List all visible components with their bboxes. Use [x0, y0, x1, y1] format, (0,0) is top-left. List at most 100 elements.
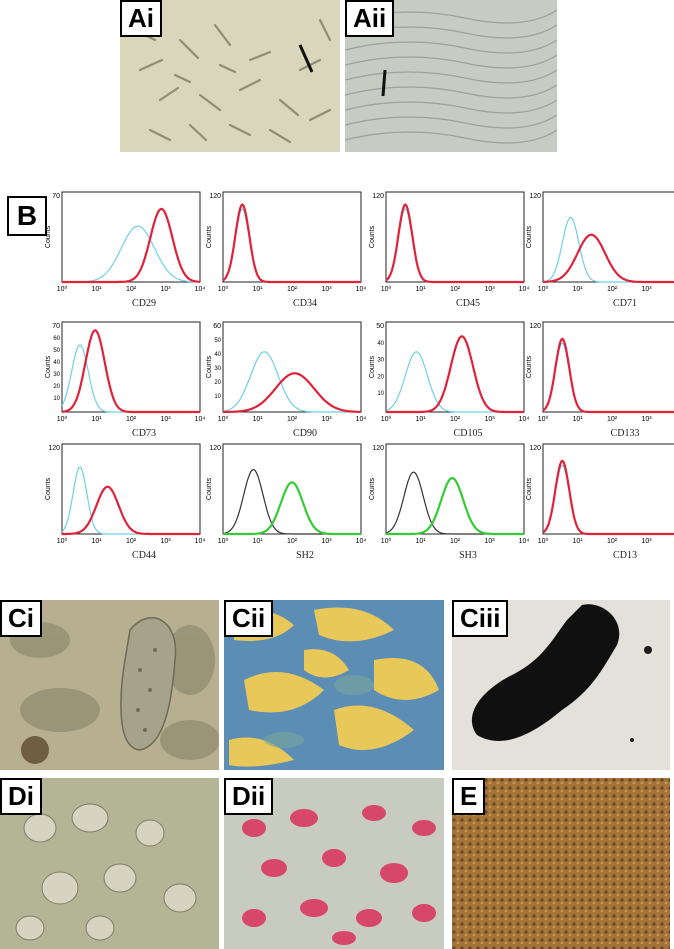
marker-curve	[62, 485, 200, 536]
histogram-cd73: Counts 70 60 50 40 30 20 10 10⁰ 10¹ 10² 10³ 10⁴ CD73	[42, 318, 206, 444]
y-max-tick: 70	[52, 323, 60, 330]
histogram-frame	[61, 443, 201, 535]
marker-curve	[542, 459, 674, 536]
x-tick: 10¹	[252, 538, 263, 545]
histogram-label: CD34	[293, 298, 317, 309]
histogram-cd90: Counts 60 50 40 30 20 10 10⁰ 10¹ 10² 10³ 10⁴ CD90	[203, 318, 367, 444]
x-tick: 10⁰	[218, 537, 229, 545]
x-tick: 10¹	[415, 538, 426, 545]
y-tick: 40	[214, 352, 221, 358]
marker-curve	[61, 329, 200, 414]
histogram-label: CD73	[132, 428, 156, 439]
y-max-tick: 120	[209, 445, 221, 452]
histogram-label: CD44	[132, 550, 156, 561]
histogram-cd29: Counts 70 10⁰ 10¹ 10² 10³ 10⁴ CD29	[42, 188, 206, 314]
x-tick: 10²	[287, 538, 298, 545]
y-axis-label: Counts	[369, 477, 376, 500]
y-tick: 30	[377, 358, 384, 364]
x-tick: 10⁰	[57, 415, 68, 423]
histogram-label: CD71	[613, 298, 637, 309]
x-tick: 10⁰	[218, 415, 229, 423]
marker-curve	[385, 203, 524, 284]
y-max-tick: 60	[213, 323, 221, 330]
x-tick: 10²	[126, 286, 137, 293]
y-axis-label: Counts	[526, 355, 533, 378]
x-tick: 10⁴	[195, 538, 206, 545]
x-tick: 10²	[450, 416, 461, 423]
histogram-frame	[222, 191, 362, 283]
y-tick: 10	[53, 396, 60, 402]
y-axis-label: Counts	[45, 355, 52, 378]
y-axis-label: Counts	[206, 225, 213, 248]
x-tick: 10¹	[252, 286, 263, 293]
panel-label-b: B	[7, 196, 47, 236]
x-tick: 10³	[321, 538, 332, 545]
histogram-label: CD45	[456, 298, 480, 309]
marker-curve	[223, 372, 361, 414]
histogram-frame	[385, 321, 525, 413]
x-tick: 10²	[126, 538, 137, 545]
histogram-frame	[222, 321, 362, 413]
panel-label-cii: Cii	[224, 600, 274, 637]
x-tick: 10¹	[91, 538, 102, 545]
x-tick: 10²	[126, 416, 137, 423]
y-axis-label: Counts	[45, 477, 52, 500]
histogram-sh2: Counts 120 10⁰ 10¹ 10² 10³ 10⁴ SH2	[203, 440, 367, 566]
x-tick: 10¹	[252, 416, 263, 423]
x-tick: 10⁴	[356, 416, 367, 423]
y-axis-label: Counts	[45, 225, 52, 248]
x-tick: 10⁴	[195, 286, 206, 293]
y-max-tick: 120	[209, 193, 221, 200]
histogram-cd13: Counts12010⁰10¹10²10³10⁴CD13	[523, 440, 674, 566]
y-axis-label: Counts	[526, 477, 533, 500]
y-max-tick: 50	[376, 323, 384, 330]
x-tick: 10³	[641, 538, 652, 545]
panel-label-ai: Ai	[120, 0, 162, 37]
panel-e-image: E	[452, 778, 670, 949]
panel-ci-image: Ci	[0, 600, 219, 770]
y-max-tick: 120	[529, 323, 541, 330]
marker-curve	[386, 476, 524, 536]
marker-curve	[386, 335, 524, 414]
x-tick: 10²	[607, 538, 618, 545]
x-tick: 10²	[607, 416, 618, 423]
control-curve	[222, 351, 361, 413]
x-tick: 10¹	[91, 416, 102, 423]
histogram-cd105: Counts 50 40 30 20 10 10⁰ 10¹ 10² 10³ 10⁴ CD105	[366, 318, 530, 444]
x-tick: 10⁰	[218, 285, 229, 293]
x-tick: 10³	[321, 416, 332, 423]
y-max-tick: 120	[372, 445, 384, 452]
x-tick: 10¹	[572, 286, 583, 293]
histogram-label: SH3	[459, 550, 477, 561]
histogram-frame	[542, 443, 674, 535]
x-tick: 10¹	[91, 286, 102, 293]
x-tick: 10³	[641, 416, 652, 423]
x-tick: 10⁰	[57, 537, 68, 545]
x-tick: 10⁴	[356, 538, 367, 545]
y-axis-label: Counts	[206, 355, 213, 378]
panel-label-dii: Dii	[224, 778, 274, 815]
x-tick: 10⁴	[356, 286, 367, 293]
x-tick: 10³	[484, 416, 495, 423]
histogram-label: CD29	[132, 298, 156, 309]
marker-curve	[62, 207, 200, 284]
histogram-frame	[385, 191, 525, 283]
x-tick: 10⁰	[538, 537, 549, 545]
x-tick: 10¹	[415, 286, 426, 293]
histogram-cd133: Counts12010⁰10¹10²10³10⁴CD133	[523, 318, 674, 444]
x-tick: 10³	[160, 286, 171, 293]
x-tick: 10¹	[415, 416, 426, 423]
marker-curve	[223, 481, 361, 536]
x-tick: 10²	[607, 286, 618, 293]
y-tick: 60	[53, 336, 60, 342]
x-tick: 10²	[450, 286, 461, 293]
histogram-frame	[542, 321, 674, 413]
panel-label-ci: Ci	[0, 600, 42, 637]
panel-aii-image: Aii	[345, 0, 557, 152]
y-tick: 50	[214, 338, 221, 344]
y-axis-label: Counts	[206, 477, 213, 500]
y-tick: 30	[214, 366, 221, 372]
y-tick: 10	[214, 394, 221, 400]
histogram-label: CD13	[613, 550, 637, 561]
histogram-cd34: Counts 120 10⁰ 10¹ 10² 10³ 10⁴ CD34	[203, 188, 367, 314]
